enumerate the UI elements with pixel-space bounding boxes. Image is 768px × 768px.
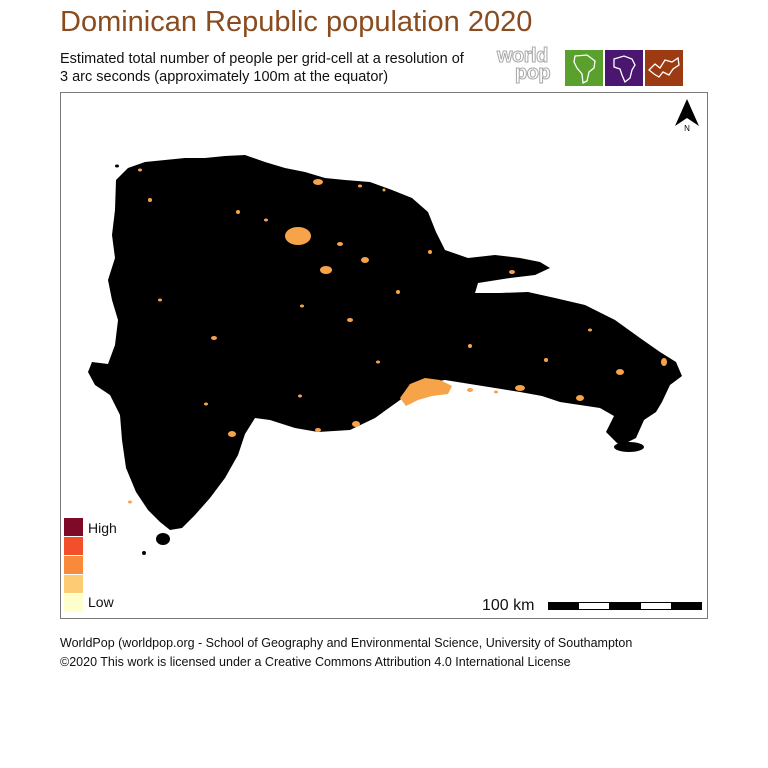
legend-low-label: Low (88, 594, 114, 610)
subtitle-line-1: Estimated total number of people per gri… (60, 51, 464, 67)
cabarete-urban (382, 188, 386, 192)
legend-high-label: High (88, 520, 117, 536)
saona-island (614, 442, 644, 452)
elias-pina-urban (158, 298, 162, 302)
scale-bar: 100 km (482, 597, 704, 619)
credits-line-2: ©2020 This work is licensed under a Crea… (60, 655, 571, 669)
map-subtitle: Estimated total number of people per gri… (60, 50, 464, 86)
north-label: N (684, 124, 690, 132)
dominican-republic-landmass (88, 155, 682, 530)
juan-dolio-urban (494, 390, 498, 394)
subtitle-line-2: 3 arc seconds (approximately 100m at the… (60, 69, 389, 85)
bonao-urban (347, 318, 353, 322)
la-vega-urban (320, 266, 332, 274)
small-island (142, 551, 146, 555)
miches-urban (588, 328, 592, 332)
bani-urban (352, 421, 360, 427)
scale-bar-graphic (548, 602, 702, 610)
wordmark-bottom: pop (515, 62, 552, 84)
constanza-urban (300, 304, 304, 308)
sosua-urban (358, 184, 362, 188)
beata-island (156, 533, 170, 545)
scale-segment-3 (609, 603, 641, 609)
higuey-urban (616, 369, 624, 375)
boca-chica-urban (467, 388, 473, 392)
esperanza-urban (264, 218, 268, 222)
montecristi-urban (138, 168, 142, 172)
santo-domingo-urban (400, 378, 452, 406)
hato-mayor-urban (544, 358, 548, 362)
barahona-urban (228, 431, 236, 437)
scale-segment-1 (549, 603, 579, 609)
worldpop-wordmark: world pop (497, 45, 563, 88)
puerto-plata-urban (313, 179, 323, 185)
moca-urban (337, 242, 343, 246)
legend-swatch-4 (64, 575, 83, 593)
san-pedro-urban (515, 385, 525, 391)
legend-swatch-3 (64, 556, 83, 574)
legend-swatch-2 (64, 537, 83, 555)
nagua-urban (428, 250, 432, 254)
credits-line-1: WorldPop (worldpop.org - School of Geogr… (60, 636, 633, 650)
urban-areas (128, 168, 667, 504)
worldpop-logo: world pop (497, 45, 687, 88)
north-arrow-icon: N (675, 99, 699, 132)
mao-urban (236, 210, 240, 214)
san-juan-urban (211, 336, 217, 340)
small-islet-north (115, 164, 119, 168)
ocoa-urban (298, 394, 302, 398)
dajabon-urban (148, 198, 152, 202)
scale-segment-4 (641, 603, 671, 609)
la-romana-urban (576, 395, 584, 401)
neiba-urban (204, 402, 208, 406)
punta-cana-urban (661, 358, 667, 366)
credits-footer: WorldPop (worldpop.org - School of Geogr… (60, 634, 632, 672)
monte-plata-urban (468, 344, 472, 348)
wordmark-top: world (497, 45, 549, 67)
legend-swatch-1 (64, 518, 83, 536)
villa-altagracia-urban (376, 360, 380, 364)
santiago-urban (285, 227, 311, 245)
map-legend: High Low (64, 518, 134, 612)
africa-tile-icon (605, 50, 643, 86)
cotui-urban (396, 290, 400, 294)
scale-segment-5 (671, 603, 701, 609)
samana-urban (509, 270, 515, 274)
azua-urban (315, 428, 321, 432)
scale-segment-2 (579, 603, 609, 609)
scale-bar-label: 100 km (482, 597, 535, 614)
legend-swatch-5 (64, 594, 83, 612)
south-america-tile-icon (565, 50, 603, 86)
san-francisco-urban (361, 257, 369, 263)
pedernales-urban (128, 500, 132, 504)
asia-tile-icon (645, 50, 683, 86)
map-title: Dominican Republic population 2020 (60, 6, 533, 38)
